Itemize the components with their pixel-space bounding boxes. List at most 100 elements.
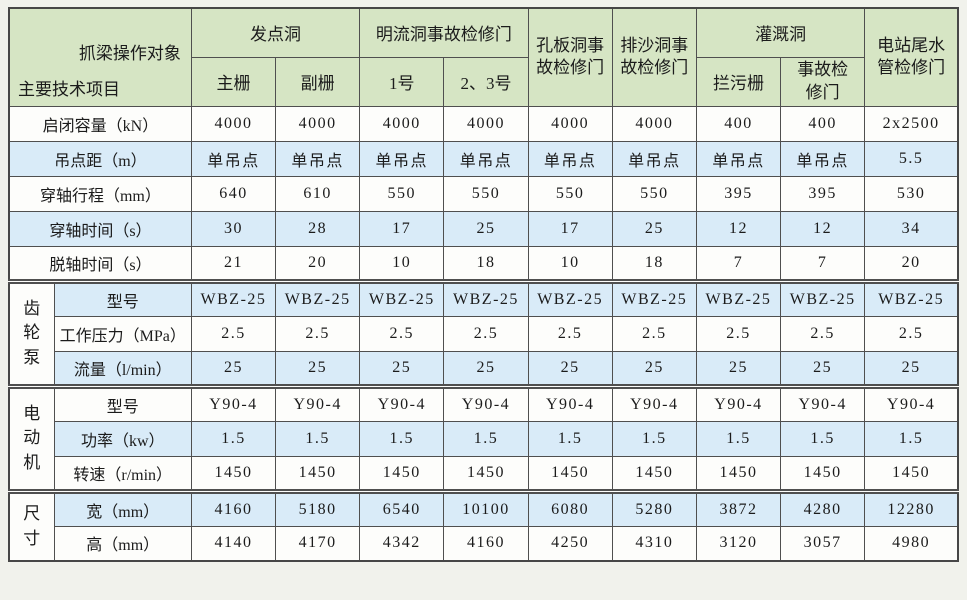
- value-cell: 1.5: [527, 420, 613, 457]
- column-group-header: 发点洞: [190, 7, 361, 58]
- table-row: 穿轴行程（mm） 640 610 550 550 550 550 395 395…: [8, 175, 959, 212]
- corner-top-label: 抓梁操作对象: [78, 44, 181, 63]
- value-cell: 1.5: [359, 420, 445, 457]
- table-row: 脱轴时间（s） 21 20 10 18 10 18 7 7 20: [8, 245, 959, 282]
- column-subheader: 主栅: [190, 56, 277, 107]
- value-cell: 4342: [359, 525, 445, 562]
- value-cell: 单吊点: [780, 140, 866, 177]
- value-cell: 550: [359, 175, 445, 212]
- column-subheader: 1号: [359, 56, 445, 107]
- value-cell: 4980: [864, 525, 959, 562]
- value-cell: 395: [695, 175, 782, 212]
- value-cell: 550: [611, 175, 697, 212]
- value-cell: 4160: [443, 525, 529, 562]
- value-cell: 2.5: [864, 315, 959, 352]
- value-cell: 5180: [275, 488, 361, 527]
- row-label: 流量（l/min）: [53, 350, 192, 387]
- value-cell: 4000: [443, 105, 529, 142]
- value-cell: 25: [443, 210, 529, 247]
- value-cell: 12: [780, 210, 866, 247]
- value-cell: 25: [527, 350, 613, 387]
- value-cell: 7: [780, 245, 866, 282]
- value-cell: 10100: [443, 488, 529, 527]
- value-cell: 1.5: [695, 420, 782, 457]
- value-cell: 5.5: [864, 140, 959, 177]
- value-cell: WBZ-25: [864, 278, 959, 317]
- value-cell: 18: [443, 245, 529, 282]
- column-group-header: 孔板洞事 故检修门: [527, 7, 613, 107]
- value-cell: 25: [359, 350, 445, 387]
- value-cell: 单吊点: [527, 140, 613, 177]
- value-cell: 单吊点: [190, 140, 277, 177]
- row-label: 穿轴行程（mm）: [8, 175, 192, 212]
- value-cell: 1450: [864, 455, 959, 492]
- value-cell: 17: [527, 210, 613, 247]
- group-label-gear-pump: 齿 轮 泵: [8, 278, 55, 387]
- column-group-header: 电站尾水 管检修门: [864, 7, 959, 107]
- value-cell: 单吊点: [695, 140, 782, 177]
- value-cell: 1450: [611, 455, 697, 492]
- column-group-header: 明流洞事故检修门: [359, 7, 529, 58]
- value-cell: 25: [611, 210, 697, 247]
- value-cell: 1.5: [864, 420, 959, 457]
- value-cell: 530: [864, 175, 959, 212]
- table-row: 工作压力（MPa） 2.5 2.5 2.5 2.5 2.5 2.5 2.5 2.…: [9, 315, 959, 352]
- value-cell: 25: [443, 350, 529, 387]
- value-cell: Y90-4: [359, 383, 445, 422]
- value-cell: WBZ-25: [443, 278, 529, 317]
- table-row: 齿 轮 泵 型号 WBZ-25 WBZ-25 WBZ-25 WBZ-25 WBZ…: [8, 278, 959, 387]
- column-subheader: 2、3号: [443, 56, 529, 107]
- row-label: 吊点距（m）: [8, 140, 192, 177]
- value-cell: 1450: [780, 455, 866, 492]
- row-label: 型号: [53, 278, 192, 317]
- value-cell: 2.5: [443, 315, 529, 352]
- group-label-electric-motor: 电 动 机: [8, 383, 55, 492]
- value-cell: 34: [864, 210, 959, 247]
- value-cell: 6540: [359, 488, 445, 527]
- table-row: 吊点距（m） 单吊点 单吊点 单吊点 单吊点 单吊点 单吊点 单吊点 单吊点 5…: [8, 140, 959, 177]
- value-cell: 1450: [695, 455, 782, 492]
- value-cell: 30: [190, 210, 277, 247]
- table-row: 功率（kw） 1.5 1.5 1.5 1.5 1.5 1.5 1.5 1.5 1…: [9, 420, 959, 457]
- value-cell: 1450: [527, 455, 613, 492]
- value-cell: WBZ-25: [275, 278, 361, 317]
- corner-header-cell: 抓梁操作对象 主要技术项目: [8, 7, 192, 107]
- value-cell: 395: [780, 175, 866, 212]
- value-cell: 单吊点: [443, 140, 529, 177]
- value-cell: 4160: [190, 488, 277, 527]
- row-label: 启闭容量（kN）: [8, 105, 192, 142]
- value-cell: 1.5: [190, 420, 277, 457]
- value-cell: 10: [527, 245, 613, 282]
- value-cell: 4170: [275, 525, 361, 562]
- value-cell: 21: [190, 245, 277, 282]
- value-cell: 12280: [864, 488, 959, 527]
- value-cell: 1.5: [611, 420, 697, 457]
- value-cell: 4250: [527, 525, 613, 562]
- group-label-dimensions: 尺 寸: [8, 488, 55, 562]
- row-label: 高（mm）: [53, 525, 192, 562]
- value-cell: 2.5: [190, 315, 277, 352]
- row-label: 型号: [53, 383, 192, 422]
- column-group-header: 排沙洞事 故检修门: [611, 7, 697, 107]
- value-cell: 6080: [527, 488, 613, 527]
- value-cell: 400: [780, 105, 866, 142]
- value-cell: 20: [275, 245, 361, 282]
- value-cell: 640: [190, 175, 277, 212]
- value-cell: 单吊点: [359, 140, 445, 177]
- value-cell: 17: [359, 210, 445, 247]
- value-cell: WBZ-25: [359, 278, 445, 317]
- value-cell: Y90-4: [611, 383, 697, 422]
- value-cell: Y90-4: [527, 383, 613, 422]
- value-cell: 单吊点: [611, 140, 697, 177]
- value-cell: 2.5: [695, 315, 782, 352]
- value-cell: Y90-4: [864, 383, 959, 422]
- value-cell: Y90-4: [780, 383, 866, 422]
- value-cell: 2x2500: [864, 105, 959, 142]
- value-cell: WBZ-25: [190, 278, 277, 317]
- value-cell: 1450: [359, 455, 445, 492]
- value-cell: 1450: [190, 455, 277, 492]
- value-cell: 4280: [780, 488, 866, 527]
- value-cell: 28: [275, 210, 361, 247]
- table-row: 转速（r/min） 1450 1450 1450 1450 1450 1450 …: [9, 455, 959, 492]
- value-cell: 550: [443, 175, 529, 212]
